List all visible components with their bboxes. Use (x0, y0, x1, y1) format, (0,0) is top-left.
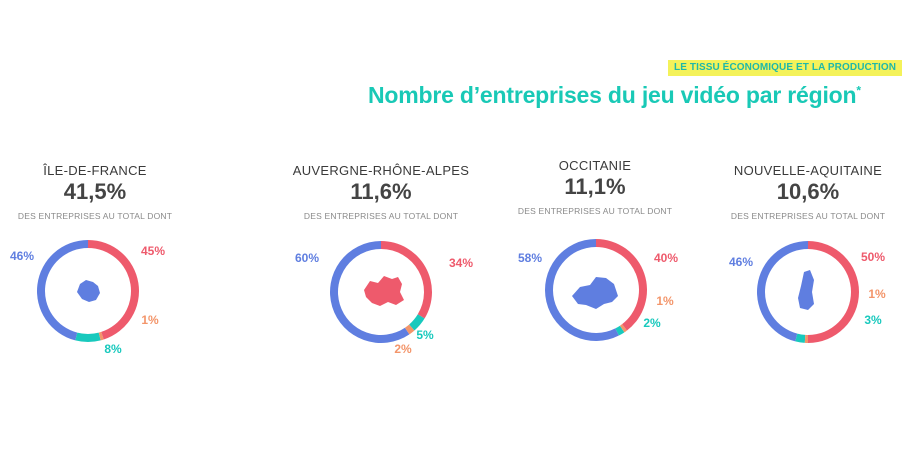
slice-label: 45% (141, 244, 165, 258)
region-share: 10,6% (776, 179, 840, 204)
slice-label: 46% (10, 249, 34, 263)
ile-de-france-map-icon (77, 280, 100, 302)
donut-slice (596, 239, 648, 331)
slice-label: 1% (141, 313, 159, 327)
region-share: 41,5% (63, 179, 127, 204)
donut-slice (795, 333, 806, 343)
region-auvergne-rhone-alpes: AUVERGNE-RHÔNE-ALPES 11,6% DES ENTREPRIS… (286, 163, 476, 221)
region-nouvelle-aquitaine: NOUVELLE-AQUITAINE 10,6% DES ENTREPRISES… (713, 163, 903, 221)
region-ile-de-france: ÎLE-DE-FRANCE 41,5% DES ENTREPRISES AU T… (0, 163, 190, 221)
region-name: NOUVELLE-AQUITAINE (733, 163, 883, 178)
donut-slice (75, 332, 101, 342)
slice-label: 2% (643, 316, 661, 330)
section-tag: LE TISSU ÉCONOMIQUE ET LA PRODUCTION (668, 60, 903, 76)
region-share: 11,6% (350, 179, 412, 204)
region-name: OCCITANIE (558, 158, 632, 173)
page-title-text: Nombre d’entreprises du jeu vidéo par ré… (368, 82, 857, 108)
slice-label: 60% (295, 251, 319, 265)
slice-label: 40% (654, 251, 678, 265)
slice-label: 50% (861, 250, 885, 264)
slice-label: 46% (729, 255, 753, 269)
donut-slice (544, 239, 619, 341)
page-title: Nombre d’entreprises du jeu vidéo par ré… (368, 82, 861, 109)
region-subtitle: DES ENTREPRISES AU TOTAL DONT (517, 206, 673, 216)
slice-label: 58% (518, 251, 542, 265)
slice-label: 3% (864, 313, 882, 327)
region-name: ÎLE-DE-FRANCE (43, 163, 147, 178)
region-occitanie: OCCITANIE 11,1% DES ENTREPRISES AU TOTAL… (500, 158, 690, 216)
nouvelle-aquitaine-map-icon (798, 270, 814, 310)
donut-slice (404, 324, 415, 335)
donut-slice (804, 334, 808, 343)
donut-slice (615, 325, 625, 336)
slice-label: 8% (104, 342, 122, 356)
donut-slice (88, 240, 139, 340)
region-share: 11,1% (564, 174, 626, 199)
region-name: AUVERGNE-RHÔNE-ALPES (292, 163, 470, 178)
auvergne-rhone-alpes-map-icon (364, 276, 404, 306)
region-subtitle: DES ENTREPRISES AU TOTAL DONT (730, 211, 886, 221)
slice-label: 2% (394, 342, 412, 356)
slice-label: 1% (868, 287, 886, 301)
donut-slice (409, 314, 425, 331)
donut-slice (330, 241, 410, 343)
slice-label: 34% (449, 256, 473, 270)
region-subtitle: DES ENTREPRISES AU TOTAL DONT (303, 211, 459, 221)
donut-slice (757, 241, 808, 342)
donut-slice (619, 324, 627, 333)
donut-slice (98, 331, 104, 341)
region-subtitle: DES ENTREPRISES AU TOTAL DONT (17, 211, 173, 221)
occitanie-map-icon (572, 277, 618, 309)
slice-label: 5% (416, 328, 434, 342)
donut-slice (37, 240, 88, 341)
donut-slice (808, 241, 859, 343)
slice-label: 1% (656, 294, 674, 308)
title-footnote-mark: * (856, 83, 861, 98)
donut-slice (381, 241, 432, 319)
